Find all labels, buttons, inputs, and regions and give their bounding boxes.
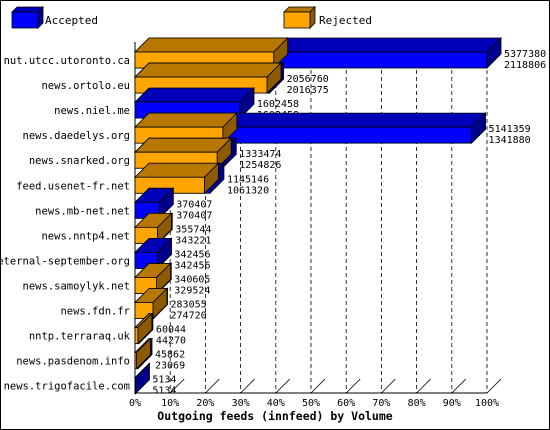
tick-mark xyxy=(486,378,502,394)
legend-accepted-swatch xyxy=(11,11,39,29)
rejected-value-label: 1254826 xyxy=(239,160,281,171)
category-label: nntp.terraraq.uk xyxy=(29,331,131,343)
bar-rejected-top xyxy=(134,62,282,78)
rejected-value-label: 1341880 xyxy=(489,135,531,146)
category-label: nut.utcc.utoronto.ca xyxy=(4,55,130,67)
category-label: eternal-september.org xyxy=(0,255,130,267)
tick-mark xyxy=(205,378,220,394)
x-tick-label: 30% xyxy=(232,398,250,409)
tick-mark xyxy=(275,378,291,394)
category-label: news.pasdenom.info xyxy=(16,356,130,368)
bar-rejected-top xyxy=(134,87,255,103)
legend-accepted-label: Accepted xyxy=(45,14,98,27)
rejected-value-label: 329524 xyxy=(174,285,210,296)
rejected-value-label: 2118806 xyxy=(504,60,546,71)
bar-rejected xyxy=(134,327,139,344)
accepted-value-label: 5377380 xyxy=(504,49,546,60)
accepted-value-label: 1602458 xyxy=(257,99,299,110)
tick-mark xyxy=(381,378,396,394)
accepted-value-label: 60044 xyxy=(156,325,186,336)
x-tick-label: 80% xyxy=(408,398,426,409)
category-label: news.trigofacile.com xyxy=(4,381,130,393)
tick-mark xyxy=(169,378,185,394)
accepted-value-label: 1145146 xyxy=(227,174,269,185)
accepted-value-label: 370407 xyxy=(176,199,212,210)
x-tick-label: 60% xyxy=(337,398,355,409)
x-tick-label: 50% xyxy=(302,398,320,409)
x-tick-label: 10% xyxy=(161,398,179,409)
rejected-value-label: 370407 xyxy=(176,210,212,221)
accepted-value-label: 355744 xyxy=(175,224,211,235)
accepted-value-label: 1333474 xyxy=(239,149,281,160)
x-tick-label: 100% xyxy=(475,398,499,409)
category-label: news.daedelys.org xyxy=(23,130,130,142)
x-tick-label: 0% xyxy=(129,398,141,409)
accepted-value-label: 5141359 xyxy=(489,124,531,135)
accepted-value-label: 342456 xyxy=(174,249,210,260)
rejected-value-label: 2016375 xyxy=(287,85,329,96)
rejected-value-label: 23069 xyxy=(155,361,185,372)
bar-rejected-top xyxy=(134,37,289,53)
x-tick-label: 90% xyxy=(443,398,461,409)
accepted-value-label: 2056760 xyxy=(287,74,329,85)
bar-rejected-top xyxy=(134,112,238,128)
category-label: news.niel.me xyxy=(54,105,130,117)
accepted-value-label: 45862 xyxy=(155,350,185,361)
legend-rejected-swatch xyxy=(283,11,311,29)
tick-mark xyxy=(310,378,326,394)
category-label: news.fdn.fr xyxy=(60,306,130,318)
category-label: news.snarked.org xyxy=(29,155,130,167)
category-label: feed.usenet-fr.net xyxy=(16,180,130,192)
bar-rejected xyxy=(134,352,137,370)
category-label: news.nntp4.net xyxy=(41,230,130,242)
chart-title: Outgoing feeds (innfeed) by Volume xyxy=(157,409,392,423)
tick-mark xyxy=(451,378,467,394)
accepted-value-label: 340605 xyxy=(174,274,210,285)
tick-mark xyxy=(240,378,255,394)
rejected-value-label: 343221 xyxy=(175,235,211,246)
x-tick-label: 20% xyxy=(196,398,214,409)
accepted-value-label: 5134 xyxy=(152,375,176,386)
accepted-value-label: 283055 xyxy=(171,300,207,311)
bar-rejected-top xyxy=(134,162,220,178)
rejected-value-label: 5134 xyxy=(152,386,176,397)
rejected-value-label: 342456 xyxy=(174,260,210,271)
rejected-value-label: 1061320 xyxy=(227,185,269,196)
bar-rejected xyxy=(134,377,136,395)
category-label: news.samoylyk.net xyxy=(23,280,130,292)
category-label: news.mb-net.net xyxy=(35,205,130,217)
tick-mark xyxy=(416,378,431,394)
bar-rejected-top xyxy=(134,137,233,153)
rejected-value-label: 274720 xyxy=(171,311,207,322)
legend-rejected-label: Rejected xyxy=(319,14,372,27)
rejected-value-label: 44270 xyxy=(156,336,186,347)
tick-mark xyxy=(345,378,361,394)
x-tick-label: 70% xyxy=(372,398,390,409)
category-label: news.ortolo.eu xyxy=(41,80,130,92)
x-tick-label: 40% xyxy=(267,398,285,409)
